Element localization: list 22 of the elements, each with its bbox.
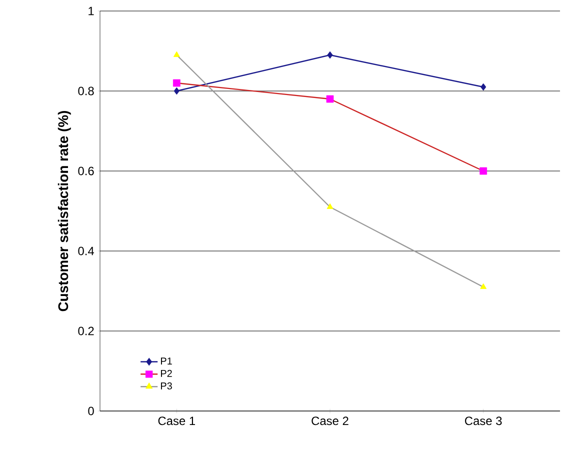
- legend-label: P2: [161, 370, 172, 377]
- point: [173, 51, 180, 57]
- point: [480, 283, 487, 289]
- y-tick-label: 1: [88, 6, 94, 16]
- x-tick-label: Case 1: [158, 416, 196, 426]
- point: [174, 87, 180, 95]
- y-tick-label: 0: [88, 406, 94, 416]
- x-tick-label: Case 3: [465, 416, 502, 426]
- legend-label: P1: [161, 358, 172, 364]
- point: [480, 167, 488, 175]
- y-tick-label: 0.6: [78, 166, 94, 176]
- y-tick-label: 0.4: [78, 246, 94, 256]
- y-axis-title: Customer satisfaction rate (%): [58, 110, 71, 312]
- point: [326, 95, 334, 103]
- legend-label: P3: [161, 382, 172, 390]
- point: [327, 51, 333, 59]
- point: [480, 83, 486, 91]
- y-tick-label: 0.8: [78, 86, 94, 96]
- x-tick-label: Case 2: [312, 416, 348, 426]
- point: [172, 79, 180, 87]
- point: [326, 203, 334, 209]
- y-tick-label: 0.2: [78, 326, 94, 336]
